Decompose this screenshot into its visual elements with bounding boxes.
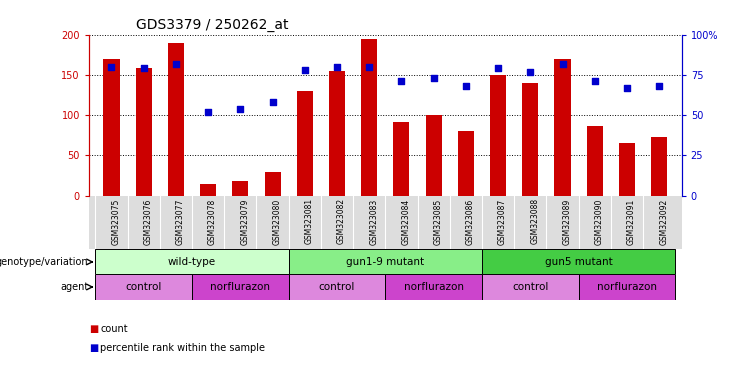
- Point: [105, 64, 117, 70]
- Point: [138, 65, 150, 71]
- Text: GSM323084: GSM323084: [402, 199, 411, 245]
- Point: [234, 106, 246, 112]
- Text: control: control: [319, 282, 355, 292]
- Point: [363, 64, 375, 70]
- Bar: [289, 275, 385, 300]
- Bar: [554, 59, 571, 196]
- Text: GSM323088: GSM323088: [531, 199, 539, 245]
- Bar: [361, 38, 377, 196]
- Text: GSM323087: GSM323087: [498, 199, 507, 245]
- Text: wild-type: wild-type: [168, 257, 216, 267]
- Text: GSM323081: GSM323081: [305, 199, 313, 245]
- Text: percentile rank within the sample: percentile rank within the sample: [100, 343, 265, 353]
- Bar: [168, 43, 184, 196]
- Text: GSM323083: GSM323083: [369, 199, 378, 245]
- Bar: [490, 75, 506, 196]
- Bar: [329, 71, 345, 196]
- Bar: [482, 249, 675, 275]
- Text: GSM323091: GSM323091: [627, 199, 636, 245]
- Bar: [96, 249, 289, 275]
- Text: GSM323076: GSM323076: [144, 199, 153, 245]
- Point: [331, 64, 343, 70]
- Bar: [265, 172, 281, 196]
- Point: [492, 65, 504, 71]
- Text: norflurazon: norflurazon: [597, 282, 657, 292]
- Bar: [458, 131, 474, 196]
- Text: ■: ■: [89, 343, 98, 353]
- Bar: [425, 115, 442, 196]
- Point: [589, 78, 601, 84]
- Point: [299, 67, 310, 73]
- Point: [396, 78, 408, 84]
- Text: agent: agent: [60, 282, 88, 292]
- Text: GSM323092: GSM323092: [659, 199, 668, 245]
- Bar: [296, 91, 313, 196]
- Point: [460, 83, 472, 89]
- Text: GDS3379 / 250262_at: GDS3379 / 250262_at: [136, 18, 289, 32]
- Text: GSM323075: GSM323075: [111, 199, 121, 245]
- Text: count: count: [100, 324, 127, 334]
- Bar: [136, 68, 152, 196]
- Text: GSM323090: GSM323090: [595, 199, 604, 245]
- Point: [621, 84, 633, 91]
- Bar: [522, 83, 539, 196]
- Text: GSM323085: GSM323085: [433, 199, 442, 245]
- Text: GSM323077: GSM323077: [176, 199, 185, 245]
- Point: [170, 61, 182, 67]
- Text: genotype/variation: genotype/variation: [0, 257, 88, 267]
- Bar: [587, 126, 602, 196]
- Bar: [289, 249, 482, 275]
- Text: GSM323080: GSM323080: [273, 199, 282, 245]
- Bar: [96, 275, 192, 300]
- Text: GSM323079: GSM323079: [240, 199, 249, 245]
- Point: [556, 61, 568, 67]
- Text: GSM323082: GSM323082: [337, 199, 346, 245]
- Point: [428, 75, 439, 81]
- Bar: [232, 181, 248, 196]
- Point: [525, 69, 536, 75]
- Text: control: control: [512, 282, 548, 292]
- Text: gun1-9 mutant: gun1-9 mutant: [346, 257, 425, 267]
- Bar: [393, 122, 410, 196]
- Text: ■: ■: [89, 324, 98, 334]
- Bar: [200, 184, 216, 196]
- Text: GSM323089: GSM323089: [562, 199, 571, 245]
- Bar: [192, 275, 289, 300]
- Text: control: control: [125, 282, 162, 292]
- Point: [267, 99, 279, 105]
- Bar: [619, 143, 635, 196]
- Bar: [385, 275, 482, 300]
- Point: [202, 109, 214, 115]
- Bar: [579, 275, 675, 300]
- Text: GSM323078: GSM323078: [208, 199, 217, 245]
- Bar: [482, 275, 579, 300]
- Point: [654, 83, 665, 89]
- Text: gun5 mutant: gun5 mutant: [545, 257, 613, 267]
- Text: GSM323086: GSM323086: [466, 199, 475, 245]
- Text: norflurazon: norflurazon: [210, 282, 270, 292]
- Text: norflurazon: norflurazon: [404, 282, 464, 292]
- Bar: [651, 137, 667, 196]
- Bar: [104, 59, 119, 196]
